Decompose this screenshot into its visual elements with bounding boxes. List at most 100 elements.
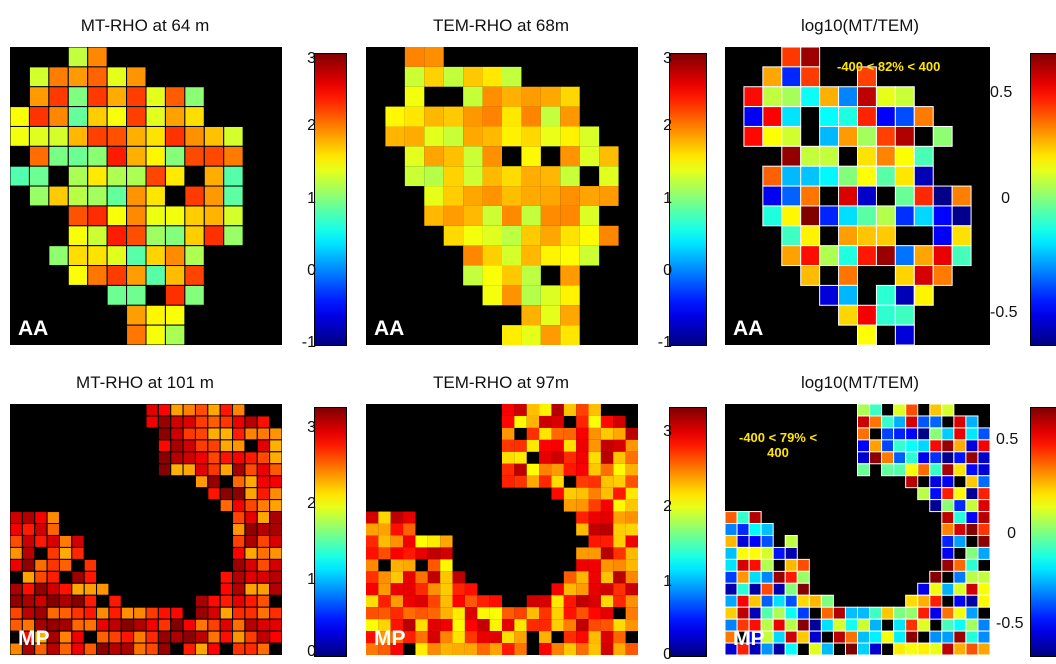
heatmap-cell: [521, 205, 541, 226]
heatmap-cell: [170, 439, 184, 453]
heatmap-cell: [452, 643, 465, 655]
heatmap-cell: [551, 415, 564, 428]
heatmap-cell: [71, 630, 85, 644]
heatmap-cell: [67, 225, 89, 247]
heatmap-cell: [184, 125, 205, 147]
heatmap-cell: [366, 547, 379, 560]
heatmap-cell: [106, 86, 128, 108]
colorbar-tick-label: 1: [307, 190, 316, 207]
heatmap-cell: [232, 523, 246, 536]
heatmap-cell: [366, 559, 379, 572]
heatmap-cell: [232, 618, 246, 632]
heatmap-cell: [784, 570, 798, 584]
heatmap-cell: [875, 145, 896, 167]
heatmap-cell: [857, 86, 877, 108]
heatmap-cell: [502, 404, 515, 416]
heatmap-cell: [913, 185, 934, 207]
heatmap-mt-rho-aa: AA: [10, 47, 282, 345]
heatmap-cell: [145, 86, 166, 108]
heatmap-cell: [482, 146, 502, 167]
heatmap-cell: [781, 225, 802, 247]
heatmap-cell: [540, 186, 561, 206]
heatmap-grid: [725, 404, 990, 655]
heatmap-cell: [588, 535, 601, 548]
heatmap-cell: [521, 106, 541, 127]
heatmap-cell: [800, 185, 821, 207]
heatmap-cell: [48, 106, 69, 127]
heatmap-cell: [427, 583, 441, 596]
heatmap-cell: [917, 415, 931, 429]
heatmap-cell: [905, 618, 919, 632]
colorbar-tick-label: 1: [663, 190, 672, 207]
heatmap-cell: [800, 225, 821, 247]
heatmap-cell: [48, 185, 69, 207]
heatmap-cell: [929, 463, 943, 477]
heatmap-cell: [244, 570, 258, 584]
colorbar-tick-label: -0.5: [996, 615, 1024, 632]
heatmap-cell: [502, 265, 522, 286]
heatmap-cell: [96, 618, 110, 632]
heatmap-cell: [736, 606, 750, 620]
heatmap-cell: [820, 642, 834, 655]
heatmap-cell: [929, 606, 943, 620]
heatmap-cell: [808, 630, 822, 644]
heatmap-cell: [932, 245, 953, 267]
heatmap-cell: [881, 427, 895, 441]
heatmap-cell: [58, 618, 73, 632]
heatmap-cell: [48, 245, 69, 267]
panel-title-3: log10(MT/TEM): [800, 16, 920, 35]
heatmap-cell: [521, 285, 541, 306]
heatmap-cell: [894, 125, 915, 147]
heatmap-cell: [539, 619, 552, 632]
heatmap-cell: [502, 166, 522, 187]
heatmap-cell: [540, 285, 561, 306]
heatmap-cell: [857, 630, 871, 644]
heatmap-cell: [588, 499, 601, 512]
heatmap-cell: [613, 535, 626, 548]
colorbar-tick-label: 0: [663, 646, 672, 663]
heatmap-cell: [576, 451, 589, 464]
heatmap-cell: [366, 583, 379, 596]
heatmap-cell: [784, 582, 798, 596]
heatmap-cell: [83, 618, 98, 632]
heatmap-cell: [599, 166, 619, 187]
heatmap-cell: [390, 571, 404, 584]
heatmap-cell: [34, 594, 48, 608]
heatmap-cell: [482, 265, 502, 286]
heatmap-cell: [87, 125, 108, 147]
heatmap-cell: [894, 304, 915, 326]
heatmap-cell: [893, 404, 907, 417]
heatmap-cell: [539, 451, 552, 464]
heatmap-cell: [563, 463, 577, 476]
heatmap-cell: [502, 225, 522, 246]
heatmap-cell: [232, 642, 246, 655]
heatmap-cell: [560, 126, 580, 147]
heatmap-cell: [857, 618, 871, 632]
heatmap-cell: [415, 619, 428, 632]
heatmap-cell: [427, 535, 441, 548]
heatmap-cell: [796, 558, 810, 572]
heatmap-cell: [120, 642, 135, 655]
heatmap-cell: [244, 606, 258, 620]
heatmap-grid: [385, 47, 619, 345]
heatmap-cell: [463, 106, 483, 127]
heatmap-cell: [126, 265, 147, 286]
heatmap-cell: [10, 606, 23, 620]
heatmap-cell: [951, 225, 972, 247]
heatmap-cell: [514, 463, 527, 476]
heatmap-cell: [126, 324, 147, 345]
heatmap-cell: [784, 558, 798, 572]
heatmap-cell: [21, 534, 36, 548]
heatmap-cell: [482, 186, 502, 206]
heatmap-cell: [838, 106, 858, 127]
heatmap-cell: [269, 546, 282, 560]
heatmap-cell: [838, 284, 858, 306]
colorbar-ratio-mp: [1030, 407, 1056, 657]
heatmap-cell: [857, 125, 877, 147]
heatmap-cell: [736, 523, 750, 536]
heatmap-cell: [71, 594, 85, 608]
heatmap-cell: [269, 451, 282, 465]
heatmap-cell: [170, 427, 184, 441]
panel-title-5: TEM-RHO at 97m: [432, 373, 570, 392]
heatmap-cell: [126, 66, 147, 88]
